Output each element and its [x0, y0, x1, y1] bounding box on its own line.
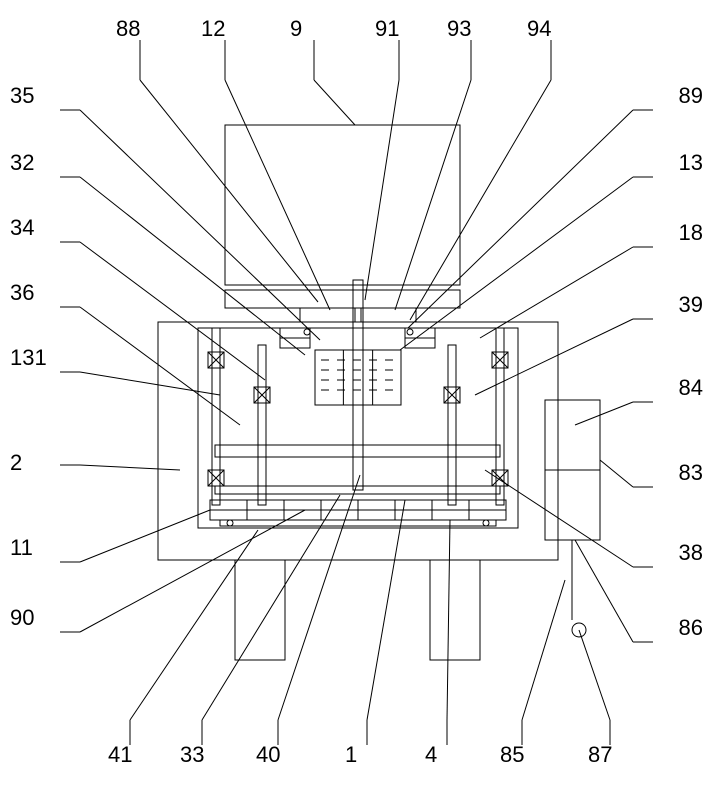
diagram-canvas: 88 12 9 91 93 94 35 32 34 36 131 2 11 90 89 13 18 39 84 83 3…: [0, 0, 713, 794]
label-1: 1: [345, 742, 357, 767]
label-90: 90: [10, 605, 34, 630]
label-88: 88: [116, 16, 140, 41]
label-39: 39: [679, 292, 703, 317]
label-85: 85: [500, 742, 524, 767]
label-87: 87: [588, 742, 612, 767]
label-40: 40: [256, 742, 280, 767]
label-84: 84: [679, 375, 703, 400]
label-38: 38: [679, 540, 703, 565]
label-91: 91: [375, 16, 399, 41]
label-12: 12: [201, 16, 225, 41]
label-131: 131: [10, 345, 47, 370]
label-36: 36: [10, 280, 34, 305]
label-89: 89: [679, 83, 703, 108]
label-32: 32: [10, 150, 34, 175]
label-86: 86: [679, 615, 703, 640]
label-13: 13: [679, 150, 703, 175]
label-41: 41: [108, 742, 132, 767]
label-94: 94: [527, 16, 551, 41]
label-35: 35: [10, 83, 34, 108]
label-18: 18: [679, 220, 703, 245]
label-4: 4: [425, 742, 437, 767]
label-83: 83: [679, 460, 703, 485]
label-33: 33: [180, 742, 204, 767]
label-2: 2: [10, 450, 22, 475]
label-11: 11: [10, 535, 33, 560]
label-34: 34: [10, 215, 34, 240]
label-93: 93: [447, 16, 471, 41]
label-9: 9: [290, 16, 302, 41]
